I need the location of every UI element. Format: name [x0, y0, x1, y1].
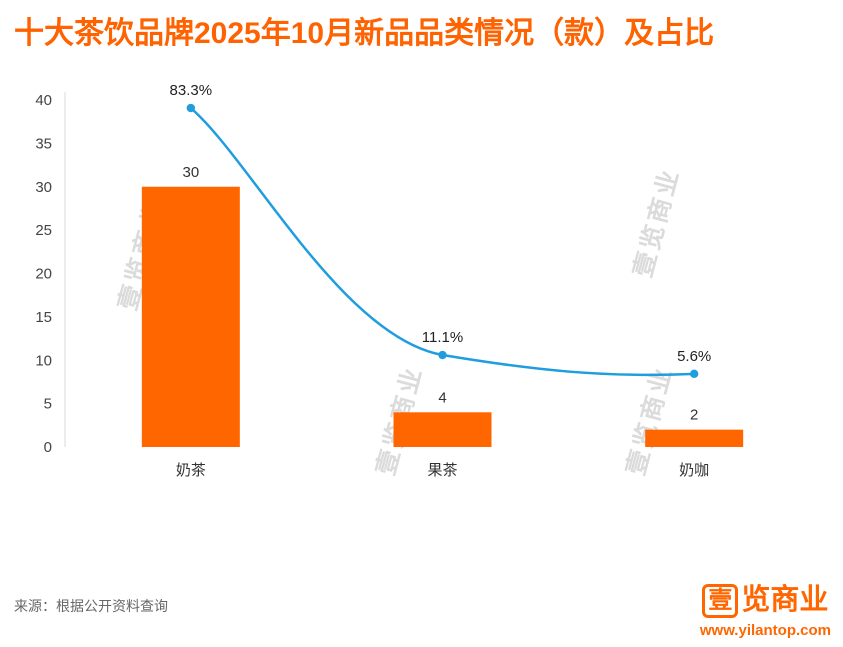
source-text: 来源：根据公开资料查询: [14, 598, 168, 614]
x-category-label: 奶咖: [679, 462, 709, 479]
y-tick-label: 15: [35, 309, 52, 326]
logo-text: 览商业: [741, 584, 829, 617]
line-value-label: 83.3%: [170, 82, 213, 99]
chart-canvas: 0 5 10 15 20 25 30 35 40 30 奶茶 4 果茶 2 奶咖 83.3% 11.1% 5.6%: [35, 82, 744, 479]
line-point: [438, 350, 447, 360]
y-tick-label: 35: [35, 135, 52, 152]
y-tick-label: 30: [35, 179, 52, 196]
x-category-label: 奶茶: [176, 462, 206, 479]
bar-value-label: 4: [438, 389, 446, 406]
logo-icon: 壹: [702, 583, 739, 618]
logo: 壹 览商业 www.yilantop.com: [699, 583, 831, 639]
line-value-label: 5.6%: [677, 348, 711, 365]
logo-url: www.yilantop.com: [699, 622, 831, 639]
y-tick-label: 10: [35, 352, 52, 369]
line-value-label: 11.1%: [422, 329, 463, 346]
line-series: [189, 106, 696, 377]
y-tick-label: 25: [35, 222, 52, 239]
bar: [141, 186, 240, 447]
y-tick-label: 20: [35, 266, 52, 283]
y-tick-label: 0: [44, 439, 52, 456]
x-category-label: 果茶: [427, 462, 457, 479]
y-tick-label: 5: [44, 396, 52, 413]
line-point: [689, 369, 699, 379]
line-point: [186, 103, 196, 113]
bar-value-label: 30: [182, 164, 199, 181]
chart-title: 十大茶饮品牌2025年10月新品品类情况（款）及占比: [14, 17, 715, 50]
bar: [393, 412, 492, 447]
logo-wordmark: 壹 览商业: [700, 583, 831, 618]
bar-value-label: 2: [690, 407, 698, 424]
y-tick-label: 40: [35, 92, 52, 109]
bar: [645, 429, 744, 447]
